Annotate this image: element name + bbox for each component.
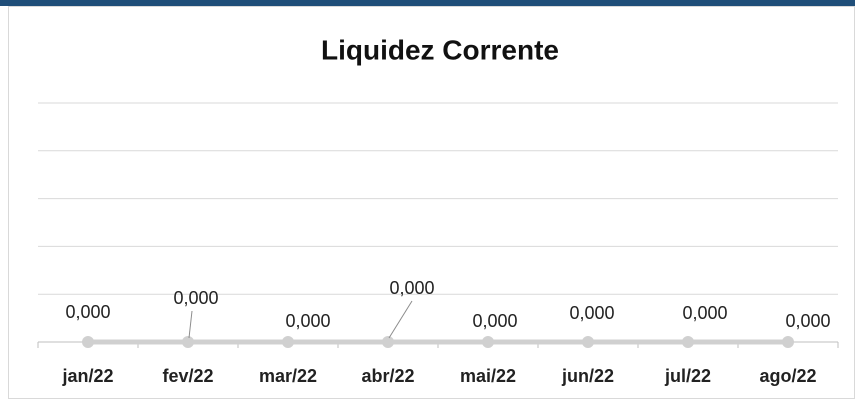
- chart-title: Liquidez Corrente: [321, 34, 559, 65]
- point: [82, 336, 94, 348]
- point: [282, 336, 294, 348]
- x-tick-label: jul/22: [664, 366, 711, 386]
- point: [582, 336, 594, 348]
- top-bar: [0, 0, 855, 6]
- data-label: 0,000: [569, 303, 614, 323]
- data-label: 0,000: [472, 311, 517, 331]
- data-label: 0,000: [389, 278, 434, 298]
- x-tick-label: abr/22: [361, 366, 414, 386]
- x-tick-label: ago/22: [759, 366, 816, 386]
- x-tick-label: jun/22: [561, 366, 614, 386]
- data-label: 0,000: [682, 303, 727, 323]
- point: [682, 336, 694, 348]
- point: [182, 336, 194, 348]
- x-tick-label: jan/22: [61, 366, 113, 386]
- x-tick-label: mai/22: [460, 366, 516, 386]
- x-tick-label: mar/22: [259, 366, 317, 386]
- data-label: 0,000: [173, 288, 218, 308]
- point: [482, 336, 494, 348]
- leader-line: [188, 310, 193, 339]
- leader-line: [388, 300, 413, 339]
- data-label: 0,000: [65, 302, 110, 322]
- point: [782, 336, 794, 348]
- data-label: 0,000: [285, 311, 330, 331]
- data-label: 0,000: [785, 311, 830, 331]
- point: [382, 336, 394, 348]
- x-tick-label: fev/22: [162, 366, 213, 386]
